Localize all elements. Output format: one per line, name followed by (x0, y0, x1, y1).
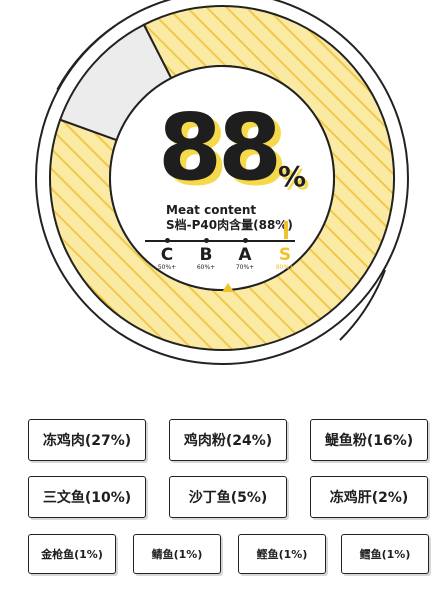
grade-letter-s: S (278, 245, 292, 265)
grade-scale-dot (165, 238, 170, 243)
grade-letter-b: B (199, 245, 213, 265)
ingredient-tag: 鲣鱼(1%) (238, 534, 326, 574)
ingredient-tag: 冻鸡肝(2%) (310, 476, 428, 518)
ingredient-tag: 鳀鱼粉(16%) (310, 419, 428, 461)
ingredient-tag: 三文鱼(10%) (28, 476, 146, 518)
ingredient-tag: 沙丁鱼(5%) (169, 476, 287, 518)
grade-scale-line (145, 240, 295, 242)
ingredient-tag: 金枪鱼(1%) (28, 534, 116, 574)
grade-threshold-s: 80%+ (275, 264, 295, 271)
ingredient-tag: 鳕鱼(1%) (341, 534, 429, 574)
pointer-triangle (222, 283, 234, 292)
grade-letter-c: C (160, 245, 174, 265)
grade-threshold-a: 70%+ (235, 264, 255, 271)
outer-arc-top-left (56, 24, 116, 91)
grade-threshold-b: 60%+ (196, 264, 216, 271)
grade-scale-dot (204, 238, 209, 243)
grade-letter-a: A (238, 245, 252, 265)
meat-content-label-en: Meat content (166, 203, 257, 217)
ingredient-tag: 鸡肉粉(24%) (169, 419, 287, 461)
ingredient-tag: 冻鸡肉(27%) (28, 419, 146, 461)
ingredient-tag: 鲭鱼(1%) (133, 534, 221, 574)
meat-percentage-unit: % (278, 160, 307, 193)
outer-arc-bottom-right (339, 269, 386, 341)
meat-percentage-value: 88 (158, 94, 282, 201)
outer-ring (35, 0, 409, 365)
grade-threshold-c: 50%+ (157, 264, 177, 271)
grade-scale-marker (284, 221, 288, 239)
meat-content-donut (35, 0, 409, 365)
meat-content-label-cn: S档-P40肉含量(88%) (166, 218, 293, 232)
grade-scale-dot (243, 238, 248, 243)
